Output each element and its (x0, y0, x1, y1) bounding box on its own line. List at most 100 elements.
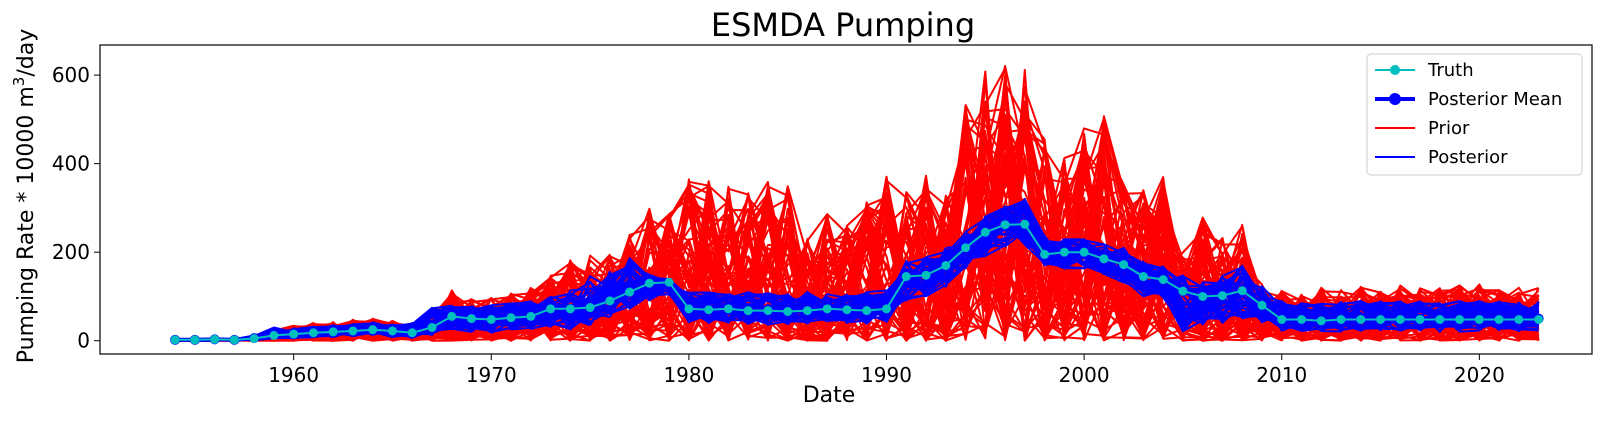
truth-point (1158, 275, 1168, 285)
truth-point (1336, 314, 1346, 324)
legend-prior-label: Prior (1428, 118, 1470, 139)
truth-point (210, 334, 220, 344)
truth-point (249, 334, 259, 344)
truth-point (763, 306, 773, 316)
truth-point (1040, 249, 1050, 259)
truth-point (1514, 314, 1524, 324)
truth-point (1376, 314, 1386, 324)
y-tick-label: 200 (52, 240, 90, 264)
truth-point (506, 313, 516, 323)
truth-point (921, 270, 931, 280)
truth-point (1316, 316, 1326, 326)
y-axis-label-tail: /day (14, 29, 39, 77)
y-axis-label-main: Pumping Rate * 10000 m (14, 86, 39, 363)
truth-point (625, 287, 635, 297)
x-axis-label: Date (803, 383, 856, 408)
plot-frame (99, 44, 1593, 355)
legend-truth-label: Truth (1427, 60, 1474, 81)
x-tick-label: 1980 (663, 363, 714, 387)
truth-point (585, 303, 595, 313)
truth-point (1534, 314, 1544, 324)
legend-posterior-mean-label: Posterior Mean (1428, 89, 1562, 110)
truth-point (546, 304, 556, 314)
truth-point (1415, 314, 1425, 324)
truth-line (175, 223, 1539, 341)
truth-point (723, 304, 733, 314)
x-tick-label: 1960 (268, 363, 319, 387)
truth-point (387, 326, 397, 336)
truth-point (1198, 291, 1208, 301)
legend-box (1366, 53, 1583, 176)
truth-point (1356, 314, 1366, 324)
x-tick-label: 1990 (861, 363, 912, 387)
truth-point (526, 311, 536, 321)
truth-point (368, 325, 378, 335)
truth-point (1257, 300, 1267, 310)
legend-posterior-label: Posterior (1428, 147, 1508, 168)
truth-point (407, 328, 417, 338)
truth-point (644, 278, 654, 288)
x-tick-label: 1970 (466, 363, 517, 387)
truth-point (941, 260, 951, 270)
truth-point (289, 329, 299, 339)
y-axis-label-superscript: 3 (10, 77, 28, 87)
truth-point (842, 305, 852, 315)
truth-point (1079, 247, 1089, 257)
truth-point (170, 335, 180, 345)
truth-point (190, 335, 200, 345)
truth-point (1455, 314, 1465, 324)
truth-point (704, 305, 714, 315)
truth-point (1000, 220, 1010, 230)
truth-point (1494, 314, 1504, 324)
line-layer (170, 219, 1544, 345)
posterior-member-line (175, 214, 1540, 342)
truth-point (882, 304, 892, 314)
truth-point (1237, 286, 1247, 296)
truth-point (1217, 291, 1227, 301)
truth-point (822, 304, 832, 314)
x-tick-label: 2000 (1059, 363, 1110, 387)
truth-point (467, 314, 477, 324)
truth-point (1020, 219, 1030, 229)
truth-point (447, 311, 457, 321)
truth-point (1119, 260, 1129, 270)
truth-point (664, 277, 674, 287)
x-tick-label: 2010 (1256, 363, 1307, 387)
truth-point (229, 335, 239, 345)
truth-point (348, 326, 358, 336)
truth-point (802, 306, 812, 316)
truth-point (1059, 247, 1069, 257)
truth-point (605, 296, 615, 306)
truth-point (328, 327, 338, 337)
x-axis: 1960 1970 1980 1990 2000 2010 2020 (268, 354, 1505, 387)
truth-point (1099, 254, 1109, 264)
chart-title: ESMDA Pumping (711, 6, 975, 44)
legend-posterior-mean-marker (1389, 93, 1401, 105)
truth-point (1395, 314, 1405, 324)
truth-point (1277, 314, 1287, 324)
truth-point (308, 328, 318, 338)
truth-point (1435, 314, 1445, 324)
y-axis: 0 200 400 600 (52, 63, 100, 353)
truth-point (486, 314, 496, 324)
truth-point (427, 322, 437, 332)
truth-point (743, 306, 753, 316)
x-tick-label: 2020 (1454, 363, 1505, 387)
truth-point (684, 304, 694, 314)
y-tick-label: 400 (52, 152, 90, 176)
legend: Truth Posterior Mean Prior Posterior (1366, 53, 1583, 176)
y-tick-label: 600 (52, 63, 90, 87)
truth-point (1138, 272, 1148, 282)
truth-point (961, 243, 971, 253)
y-tick-label: 0 (77, 329, 90, 353)
y-axis-label: Pumping Rate * 10000 m3/day (10, 29, 39, 364)
truth-point (565, 304, 575, 314)
truth-point (1474, 314, 1484, 324)
truth-point (862, 306, 872, 316)
truth-point (269, 330, 279, 340)
plot-area (170, 64, 1544, 345)
truth-point (901, 272, 911, 282)
truth-point (1297, 314, 1307, 324)
legend-truth-marker (1390, 65, 1400, 75)
